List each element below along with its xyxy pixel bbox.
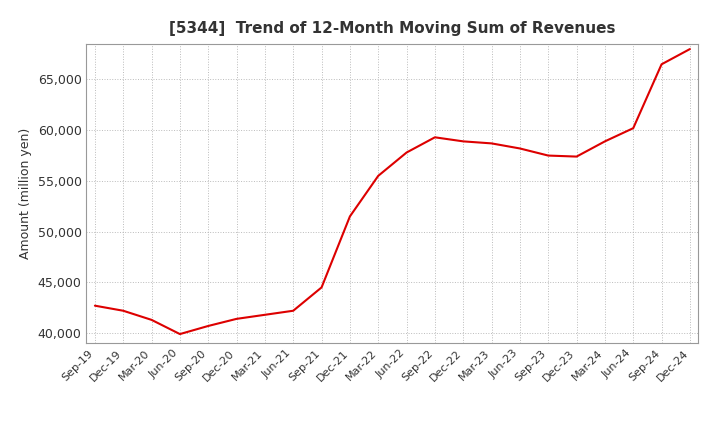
Y-axis label: Amount (million yen): Amount (million yen): [19, 128, 32, 259]
Title: [5344]  Trend of 12-Month Moving Sum of Revenues: [5344] Trend of 12-Month Moving Sum of R…: [169, 21, 616, 36]
